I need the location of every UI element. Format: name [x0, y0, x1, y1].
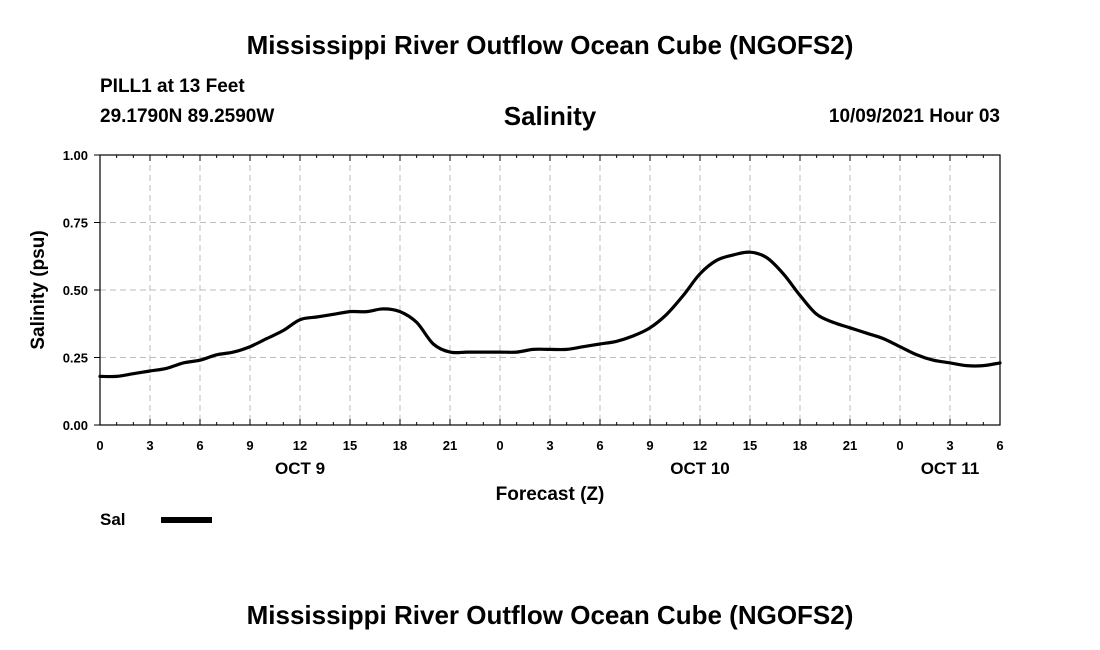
x-tick-label: 6	[196, 438, 203, 453]
station-label: PILL1 at 13 Feet	[100, 76, 245, 97]
y-tick-label: 0.50	[63, 283, 88, 298]
x-tick-label: 6	[596, 438, 603, 453]
x-tick-label: 15	[343, 438, 357, 453]
variable-title: Salinity	[503, 101, 597, 131]
x-tick-label: 3	[946, 438, 953, 453]
x-tick-label: 21	[443, 438, 457, 453]
x-tick-label: 9	[246, 438, 253, 453]
station-coordinates: 29.1790N 89.2590W	[100, 106, 275, 127]
series-line-sal	[98, 250, 1002, 379]
x-tick-label: 9	[646, 438, 653, 453]
x-tick-label: 0	[96, 438, 103, 453]
y-tick-label: 0.25	[63, 351, 88, 366]
x-tick-label: 3	[146, 438, 153, 453]
x-tick-label: 12	[293, 438, 307, 453]
x-tick-label: 3	[546, 438, 553, 453]
legend-label: Sal	[100, 510, 126, 529]
x-axis-title: Forecast (Z)	[496, 484, 605, 505]
axis-layer: 0 3 6 9 12 15 18 21 0 3 6 9 12 15 18 21 0 3 6 0.00 0.25 0.50 0…	[63, 148, 1004, 478]
x-tick-label: 15	[743, 438, 757, 453]
x-tick-label: 21	[843, 438, 857, 453]
series-layer	[98, 250, 1002, 379]
chart-footer-title: Mississippi River Outflow Ocean Cube (NG…	[246, 600, 854, 630]
day-label: OCT 10	[670, 459, 730, 478]
x-tick-label: 0	[496, 438, 503, 453]
y-tick-label: 0.75	[63, 216, 88, 231]
plot-frame	[99, 154, 1001, 426]
y-tick-label: 1.00	[63, 148, 88, 163]
x-tick-label: 6	[996, 438, 1003, 453]
salinity-chart: 0 3 6 9 12 15 18 21 0 3 6 9 12 15 18 21 0 3 6 0.00 0.25 0.50 0…	[28, 148, 1004, 529]
forecast-run-time: 10/09/2021 Hour 03	[828, 106, 1000, 127]
grid-layer	[100, 155, 1000, 425]
day-label: OCT 9	[275, 459, 325, 478]
y-tick-label: 0.00	[63, 418, 88, 433]
x-tick-label: 18	[393, 438, 407, 453]
chart-main-title: Mississippi River Outflow Ocean Cube (NG…	[246, 30, 854, 60]
x-tick-label: 18	[793, 438, 807, 453]
day-label: OCT 11	[921, 459, 980, 478]
x-tick-label: 12	[693, 438, 707, 453]
x-tick-label: 0	[896, 438, 903, 453]
y-axis-title: Salinity (psu)	[28, 230, 49, 349]
